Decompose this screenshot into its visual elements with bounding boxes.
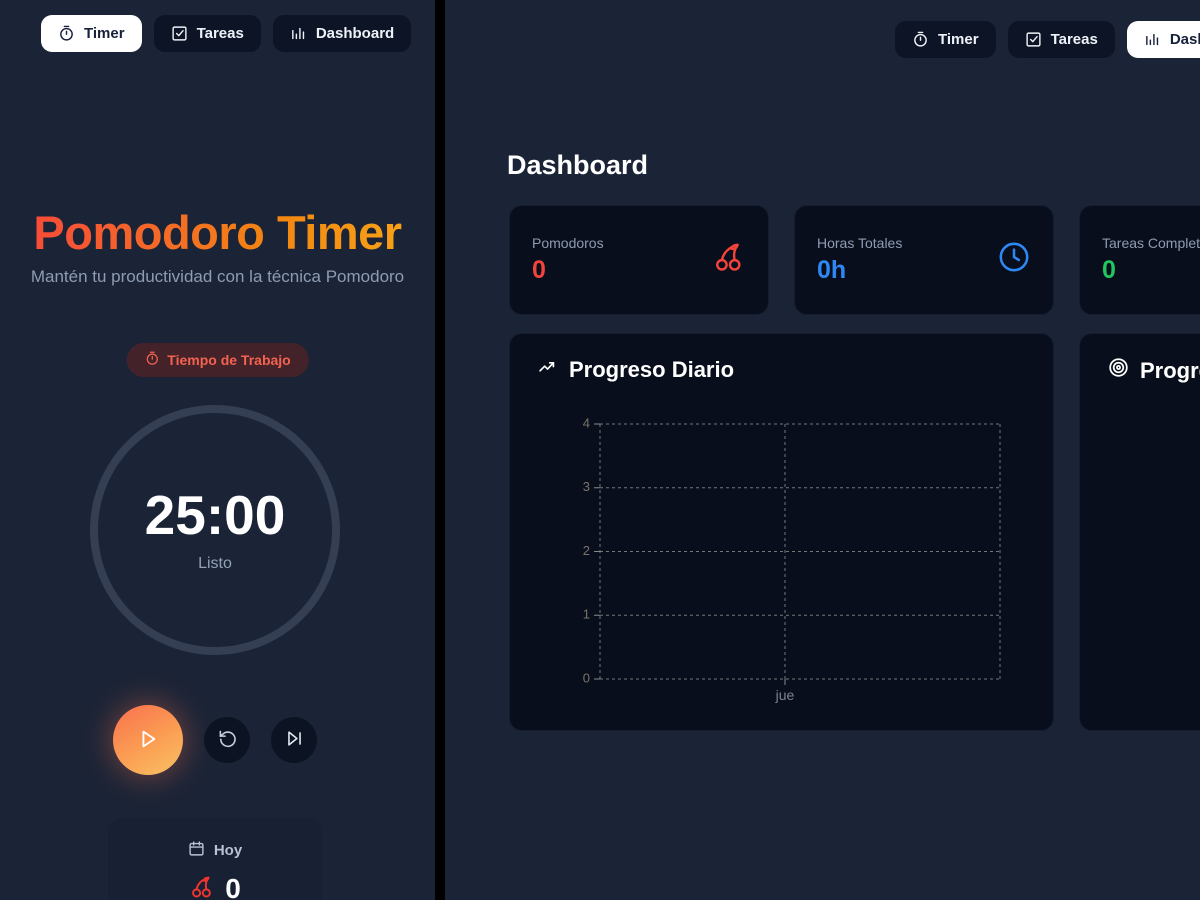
nav-left: Timer Tareas Dashboard — [41, 15, 412, 52]
stat-card-horas-totales: Horas Totales 0h — [794, 205, 1054, 315]
stat-card-value: 0 — [532, 256, 546, 284]
stat-card-label: Pomodoros — [532, 235, 604, 251]
check-square-icon — [171, 25, 188, 42]
svg-text:0: 0 — [583, 670, 590, 685]
skip-forward-icon — [285, 729, 304, 751]
svg-text:4: 4 — [583, 415, 590, 430]
nav-right-tab-tareas[interactable]: Tareas — [1007, 21, 1115, 58]
page-title: Dashboard — [507, 150, 649, 180]
clock-icon — [997, 240, 1031, 279]
trending-up-icon — [538, 357, 558, 383]
nav-right-tab-tareas-label: Tareas — [1050, 31, 1098, 48]
calendar-icon — [188, 840, 205, 861]
play-button[interactable] — [113, 705, 183, 775]
today-card: Hoy 0 — [108, 818, 322, 900]
timer-controls — [113, 705, 317, 775]
nav-left-tab-dashboard-label: Dashboard — [315, 25, 395, 42]
timer-display: 25:00 — [144, 484, 286, 547]
nav-right-tab-dashboard[interactable]: Dashboard — [1126, 21, 1200, 58]
bar-chart-icon — [290, 25, 307, 42]
stat-card-label: Horas Totales — [817, 235, 903, 251]
timer-icon — [144, 351, 159, 369]
cherry-icon — [712, 240, 746, 279]
nav-left-tab-dashboard[interactable]: Dashboard — [272, 15, 412, 52]
timer-status: Listo — [198, 554, 232, 572]
stat-card-label: Tareas Completadas — [1102, 235, 1200, 251]
cherry-icon — [189, 874, 215, 900]
nav-right: Timer Tareas Dashboard — [895, 21, 1200, 58]
today-card-value-row: 0 — [189, 873, 241, 900]
stat-card-tareas-completadas: Tareas Completadas 0 — [1079, 205, 1200, 315]
chart-card-heading: Progreso Diario — [538, 357, 734, 383]
stat-card-value: 0 — [1102, 256, 1116, 284]
today-card-count: 0 — [225, 873, 241, 900]
nav-right-tab-timer[interactable]: Timer — [895, 21, 996, 58]
nav-left-tab-timer[interactable]: Timer — [41, 15, 142, 52]
dashboard-pane: Timer Tareas Dashboard Dashboard Pomodor… — [445, 0, 1200, 900]
timer-pane: Timer Tareas Dashboard Pomodoro Timer Ma… — [0, 0, 435, 900]
mode-badge: Tiempo de Trabajo — [126, 343, 309, 377]
daily-progress-chart: 4 3 2 1 0 — [583, 415, 1001, 703]
chart-card-progreso-semanal: Progreso Semanal — [1079, 333, 1200, 731]
svg-text:2: 2 — [583, 543, 590, 558]
reset-button[interactable] — [204, 717, 250, 763]
chart-card-progreso-diario: Progreso Diario 4 3 2 1 0 — [509, 333, 1054, 731]
timer-ring: 25:00 Listo — [90, 405, 340, 655]
nav-right-tab-timer-label: Timer — [938, 31, 979, 48]
today-card-heading: Hoy — [188, 840, 242, 861]
timer-icon — [58, 25, 75, 42]
stat-card-value: 0h — [817, 256, 847, 284]
bar-chart-icon — [1144, 31, 1161, 48]
stat-card-pomodoros: Pomodoros 0 — [509, 205, 769, 315]
stat-card-list: Pomodoros 0 Horas Totales 0h Tareas Comp… — [509, 205, 1200, 315]
nav-right-tab-dashboard-label: Dashboard — [1169, 31, 1200, 48]
target-icon — [1108, 357, 1129, 384]
pane-divider — [435, 0, 445, 900]
app-subtitle: Mantén tu productividad con la técnica P… — [30, 267, 405, 286]
rotate-ccw-icon — [218, 729, 237, 751]
skip-button[interactable] — [271, 717, 317, 763]
chart-card-title: Progreso Diario — [569, 357, 735, 382]
play-icon — [137, 728, 159, 753]
nav-left-tab-timer-label: Timer — [84, 25, 125, 42]
check-square-icon — [1025, 31, 1042, 48]
svg-text:jue: jue — [775, 687, 795, 703]
mode-badge-label: Tiempo de Trabajo — [167, 352, 291, 368]
app-title: Pomodoro Timer — [0, 205, 435, 260]
today-card-label: Hoy — [213, 842, 243, 859]
nav-left-tab-tareas[interactable]: Tareas — [153, 15, 261, 52]
chart-card-heading: Progreso Semanal — [1108, 357, 1200, 384]
timer-icon — [912, 31, 929, 48]
chart-card-list: Progreso Diario 4 3 2 1 0 — [509, 333, 1200, 731]
nav-left-tab-tareas-label: Tareas — [196, 25, 244, 42]
svg-text:1: 1 — [583, 607, 590, 622]
chart-card-title: Progreso Semanal — [1140, 357, 1200, 383]
svg-text:3: 3 — [583, 479, 590, 494]
